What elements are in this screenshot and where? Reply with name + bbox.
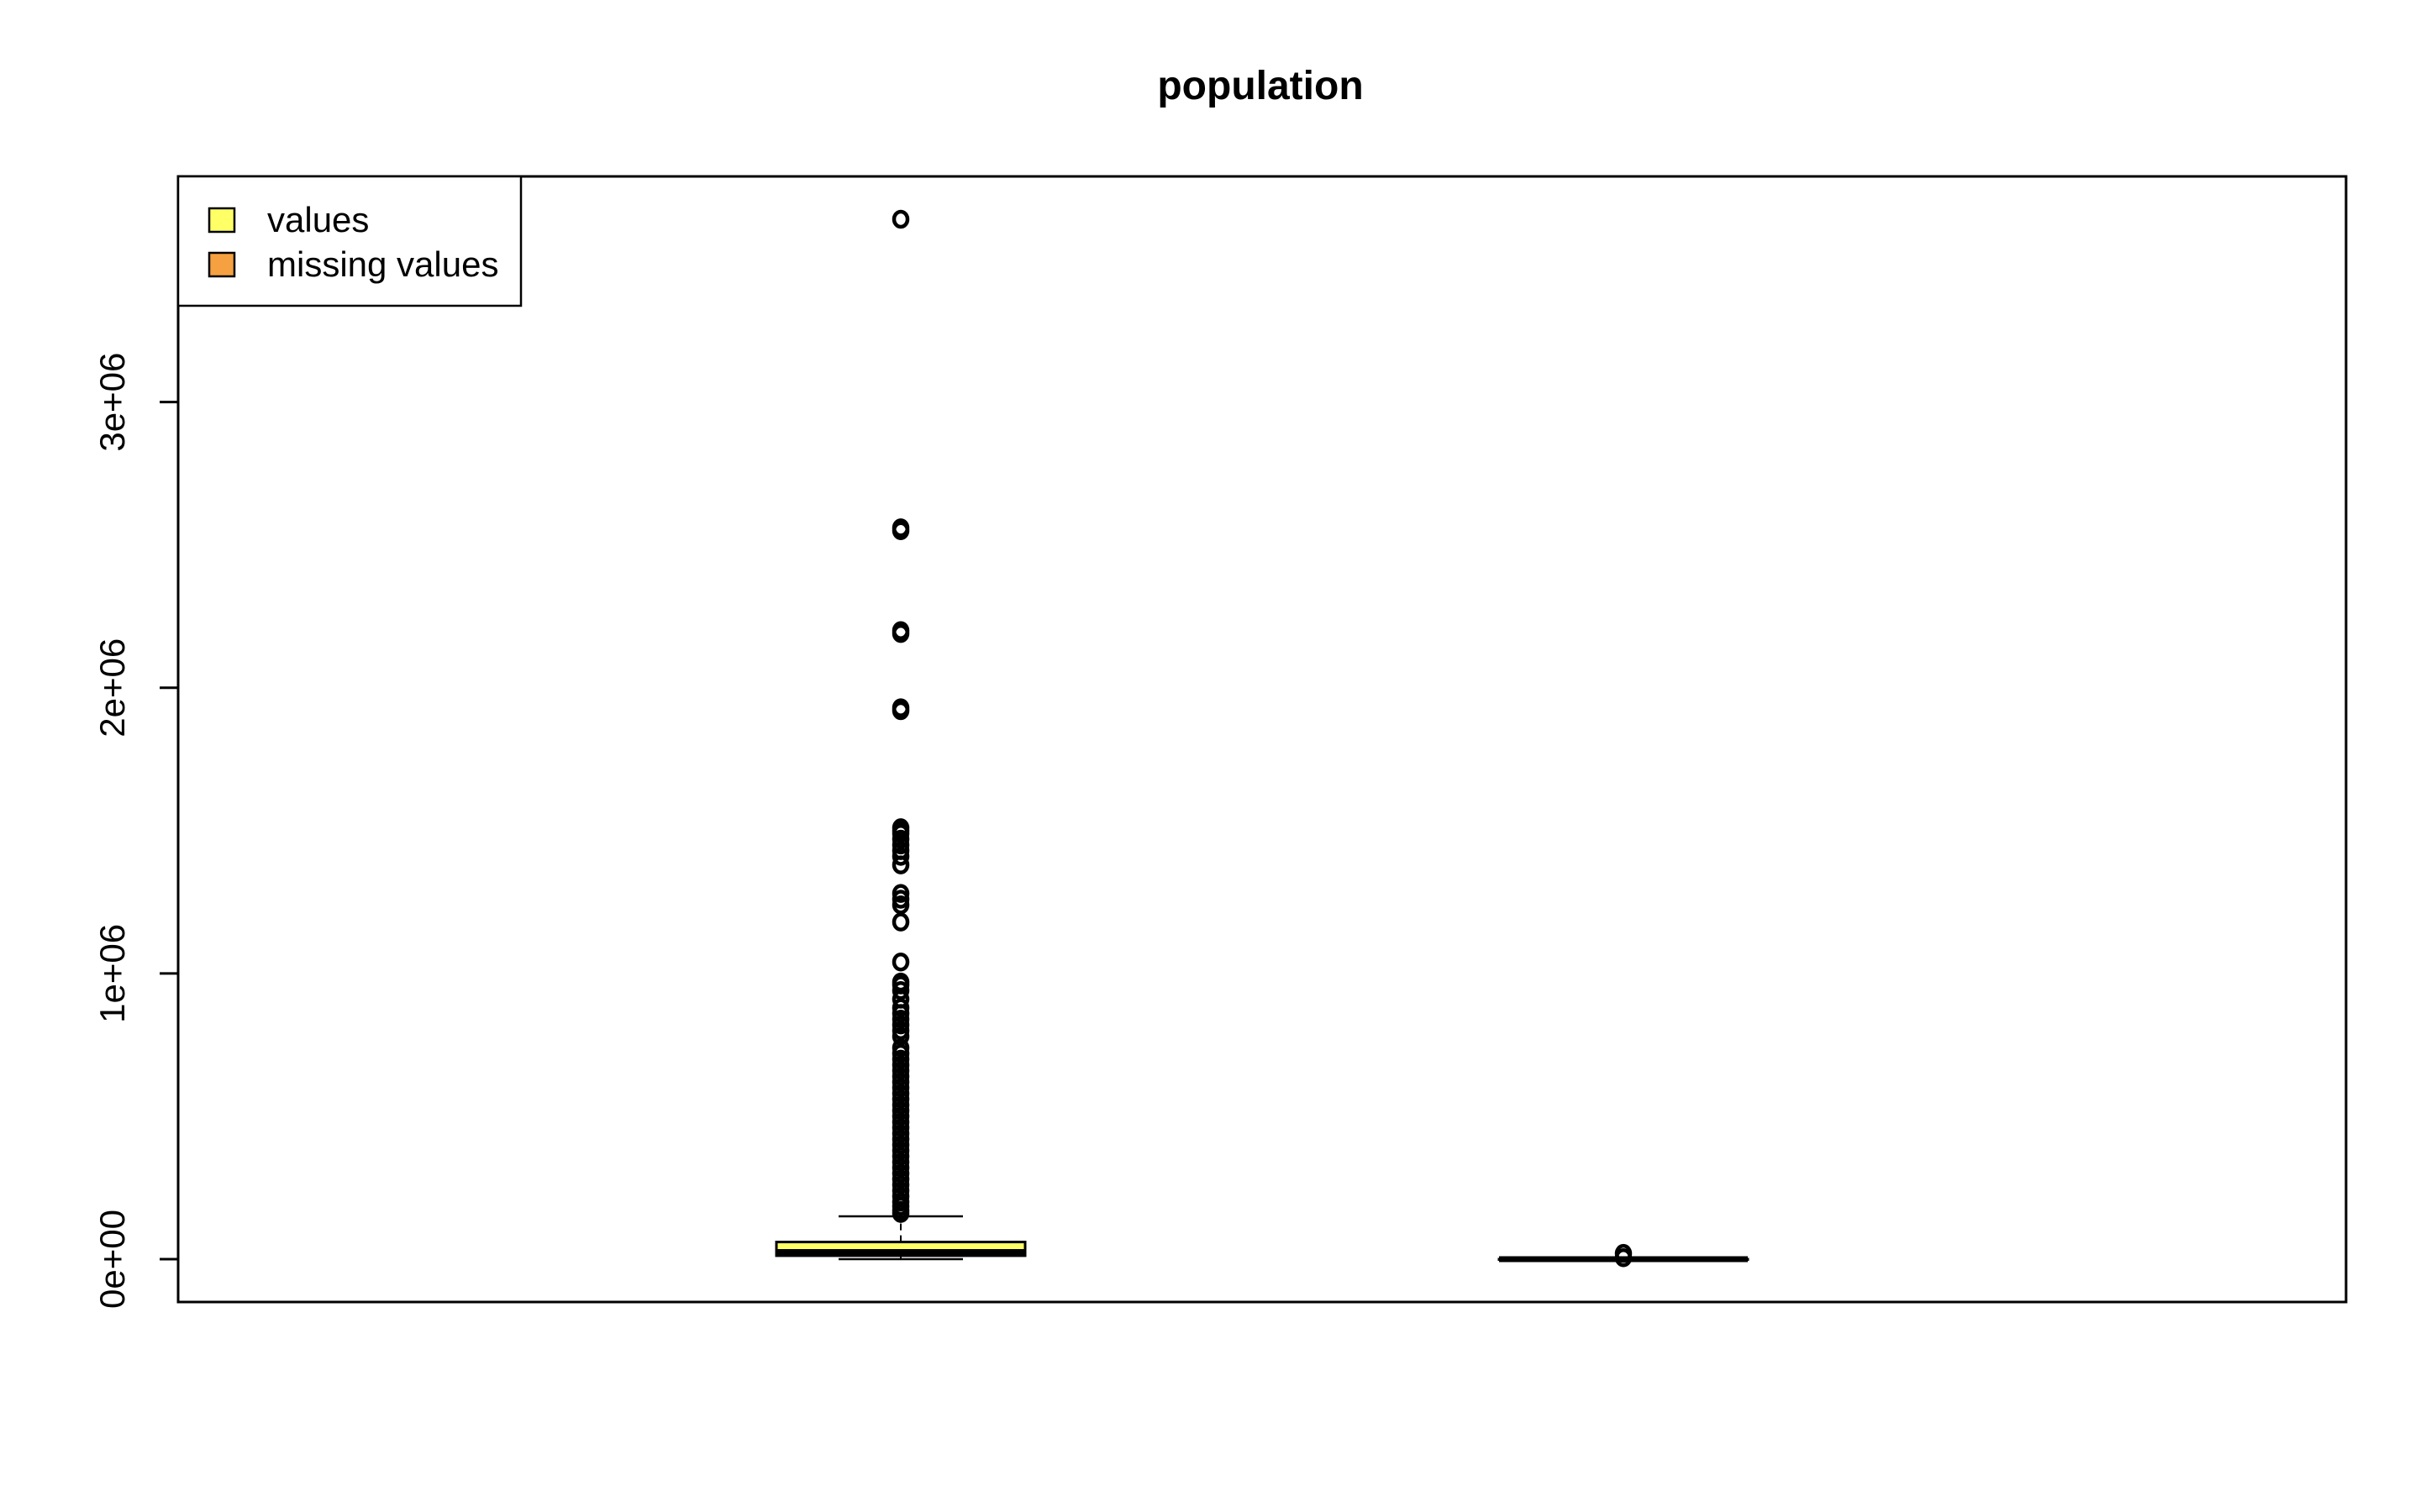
y-tick-label: 2e+06 bbox=[92, 638, 132, 738]
y-tick-label: 1e+06 bbox=[92, 924, 132, 1023]
legend: values missing values bbox=[176, 175, 523, 307]
outlier-point bbox=[892, 521, 910, 540]
y-axis: 0e+00 1e+06 2e+06 3e+06 bbox=[92, 353, 180, 1309]
y-tick-label: 3e+06 bbox=[92, 353, 132, 452]
outlier-point bbox=[892, 1204, 910, 1223]
box-group bbox=[1497, 1243, 1749, 1268]
outlier-point bbox=[892, 855, 910, 874]
legend-label: values bbox=[267, 200, 369, 239]
legend-box bbox=[176, 175, 523, 307]
outlier-point bbox=[892, 847, 910, 866]
outlier-point bbox=[892, 953, 910, 972]
chart-title: population bbox=[1157, 64, 1363, 108]
outlier-point bbox=[892, 623, 910, 643]
outlier-point bbox=[892, 981, 910, 1000]
outlier-point bbox=[892, 701, 910, 721]
legend-label: missing values bbox=[267, 244, 498, 284]
outlier-point bbox=[892, 209, 910, 229]
y-tick-label: 0e+00 bbox=[92, 1210, 132, 1309]
outlier-point bbox=[892, 1026, 910, 1046]
plot-frame bbox=[176, 175, 2348, 1304]
box-group bbox=[775, 209, 1027, 1261]
outlier-point bbox=[1614, 1248, 1633, 1268]
boxes bbox=[775, 209, 1749, 1268]
outlier-point bbox=[892, 895, 910, 915]
outlier-point bbox=[892, 912, 910, 932]
legend-swatch bbox=[208, 251, 236, 278]
legend-swatch bbox=[208, 207, 236, 234]
